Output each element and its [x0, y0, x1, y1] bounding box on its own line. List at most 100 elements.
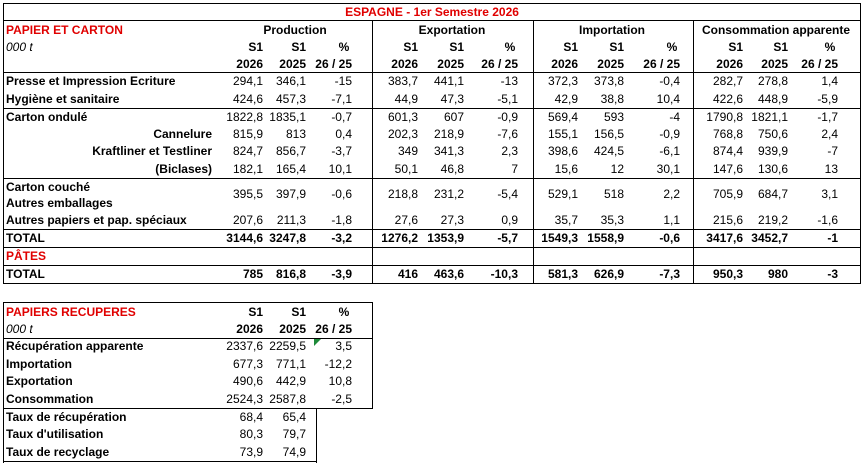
column-header: S1: [291, 40, 306, 54]
cell-value: -2,5: [331, 392, 352, 406]
cell-value: 2,3: [501, 144, 518, 158]
row-label: Kraftliner et Testliner: [92, 144, 212, 158]
cell-value: 156,5: [593, 127, 624, 141]
cell-value: 68,4: [239, 410, 263, 424]
cell-value: 80,3: [239, 427, 263, 441]
column-header: 26 / 25: [481, 57, 518, 71]
cell-value: 294,1: [232, 74, 263, 88]
border: [3, 408, 373, 409]
column-header: 2026: [236, 57, 263, 71]
column-header: 26 / 25: [643, 57, 680, 71]
column-header: S1: [291, 305, 306, 319]
cell-value: 771,1: [275, 357, 306, 371]
cell-value: 1821,1: [751, 110, 788, 124]
column-header: 2026: [236, 322, 263, 336]
section-title: PAPIER ET CARTON: [6, 23, 123, 37]
cell-value: 2,2: [663, 187, 680, 201]
cell-value: -0,6: [331, 187, 352, 201]
cell-value: -6,1: [659, 144, 680, 158]
column-header: 2026: [716, 57, 743, 71]
cell-value: 1835,1: [269, 110, 306, 124]
cell-value: 442,9: [275, 374, 306, 388]
cell-value: -12,2: [324, 357, 352, 371]
border: [3, 247, 861, 248]
border: [3, 3, 861, 4]
cell-value: 278,8: [757, 74, 788, 88]
cell-value: -7: [827, 144, 838, 158]
section-title: PÂTES: [6, 249, 47, 263]
row-label: Taux d'utilisation: [6, 427, 104, 441]
column-header: %: [338, 305, 350, 319]
border: [3, 283, 861, 284]
cell-value: 397,9: [275, 187, 306, 201]
column-header: 2025: [761, 57, 788, 71]
cell-value: 422,6: [712, 92, 743, 106]
cell-value: 65,4: [282, 410, 306, 424]
cell-value: 3,1: [821, 187, 838, 201]
border: [3, 302, 4, 463]
unit-label: 000 t: [6, 40, 33, 54]
cell-value: -1,8: [331, 213, 352, 227]
row-label: Exportation: [6, 374, 73, 388]
group-header: Importation: [579, 23, 645, 37]
row-label: Cannelure: [153, 127, 212, 141]
column-header: 2026: [391, 57, 418, 71]
table-title: ESPAGNE - 1er Semestre 2026: [345, 5, 519, 19]
border: [3, 3, 4, 284]
row-label: Presse et Impression Ecriture: [6, 74, 176, 88]
section-title: PAPIERS RECUPERES: [6, 305, 136, 319]
cell-value: -0,6: [659, 231, 680, 245]
border: [3, 338, 373, 339]
cell-value: 165,4: [275, 162, 306, 176]
cell-value: 1790,8: [706, 110, 743, 124]
comment-marker: [314, 339, 321, 346]
column-header: 26 / 25: [801, 57, 838, 71]
cell-value: 372,3: [547, 74, 578, 88]
border: [3, 461, 317, 462]
column-header: %: [824, 40, 836, 54]
border: [3, 178, 861, 179]
cell-value: 1549,3: [541, 231, 578, 245]
border: [860, 3, 861, 284]
cell-value: 73,9: [239, 445, 263, 459]
cell-value: 3144,6: [226, 231, 263, 245]
cell-value: 813: [285, 127, 306, 141]
cell-value: 856,7: [275, 144, 306, 158]
column-header: %: [666, 40, 678, 54]
cell-value: 785: [242, 267, 263, 281]
cell-value: 463,6: [433, 267, 464, 281]
cell-value: 980: [767, 267, 788, 281]
cell-value: -0,9: [659, 127, 680, 141]
cell-value: 218,8: [387, 187, 418, 201]
cell-value: 607: [443, 110, 464, 124]
cell-value: 424,5: [593, 144, 624, 158]
cell-value: 10,8: [328, 374, 352, 388]
column-header: S1: [248, 40, 263, 54]
cell-value: 38,8: [600, 92, 624, 106]
cell-value: 2524,3: [226, 392, 263, 406]
row-label: Hygiène et sanitaire: [6, 92, 120, 106]
row-label: (Biclases): [155, 162, 212, 176]
cell-value: 202,3: [387, 127, 418, 141]
cell-value: 3452,7: [751, 231, 788, 245]
cell-value: 341,3: [433, 144, 464, 158]
cell-value: -3,9: [331, 267, 352, 281]
column-header: S1: [773, 40, 788, 54]
row-label: Autres emballages: [6, 196, 113, 210]
border: [693, 20, 694, 284]
row-label: Taux de récupération: [6, 410, 127, 424]
cell-value: -3,2: [331, 231, 352, 245]
cell-value: 27,3: [440, 213, 464, 227]
border: [372, 302, 373, 409]
cell-value: 147,6: [712, 162, 743, 176]
row-label: TOTAL: [6, 267, 45, 281]
cell-value: -15: [334, 74, 352, 88]
cell-value: 3247,8: [269, 231, 306, 245]
cell-value: 7: [511, 162, 518, 176]
cell-value: 626,9: [593, 267, 624, 281]
row-label: Taux de recyclage: [6, 445, 110, 459]
cell-value: 3417,6: [706, 231, 743, 245]
cell-value: 211,3: [276, 213, 306, 227]
cell-value: 373,8: [593, 74, 624, 88]
